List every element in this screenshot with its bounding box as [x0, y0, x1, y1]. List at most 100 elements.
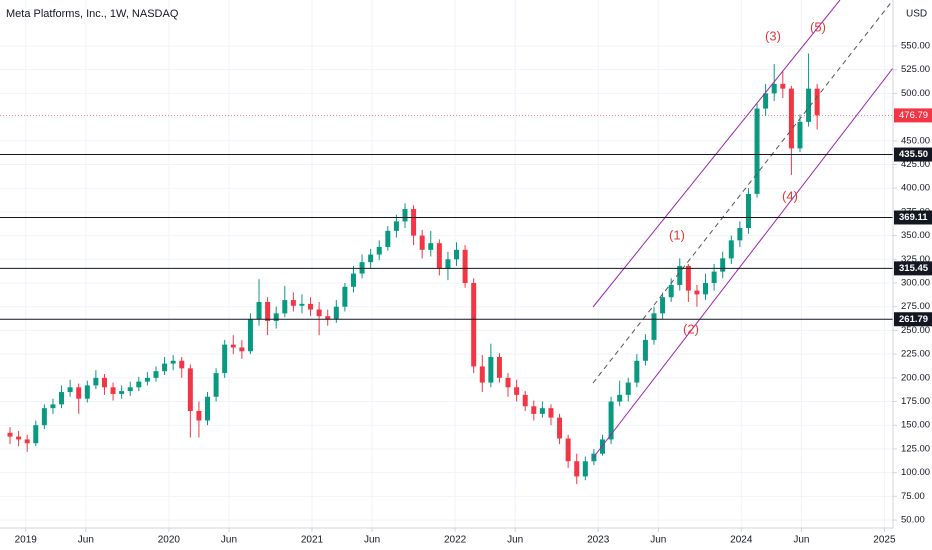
time-axis-bg	[0, 528, 893, 550]
x-tick-label: 2020	[158, 535, 181, 546]
candle-body	[101, 377, 107, 388]
candle-body	[454, 249, 460, 260]
candle-body	[797, 121, 803, 149]
candle-body	[196, 411, 202, 421]
candle-body	[505, 377, 511, 388]
candle-body	[24, 439, 30, 444]
y-tick-label: 150.00	[901, 420, 930, 431]
candle-body	[273, 313, 279, 321]
y-tick-label: 350.00	[901, 230, 930, 241]
y-tick-label: 50.00	[901, 515, 925, 526]
candles	[7, 53, 820, 485]
y-tick-label: 75.00	[901, 491, 925, 502]
candle-body	[651, 313, 657, 340]
candle-body	[368, 254, 374, 263]
x-tick-label: 2025	[873, 535, 896, 546]
candle-body	[539, 408, 545, 414]
candle-body	[333, 306, 339, 320]
candle-body	[144, 377, 150, 382]
annotation: (3)	[765, 28, 781, 43]
x-tick-label: Jun	[650, 535, 666, 546]
candle-body	[325, 316, 331, 320]
candle-body	[119, 391, 125, 394]
candle-body	[247, 319, 253, 352]
last-price-label: 476.79	[899, 110, 928, 121]
candle-body	[625, 382, 631, 395]
level-label: 315.45	[899, 263, 929, 274]
candle-body	[599, 439, 605, 454]
level-tag	[894, 312, 932, 327]
candle-body	[316, 309, 322, 317]
y-tick-label: 400.00	[901, 183, 930, 194]
candle-body	[436, 243, 442, 269]
candle-body	[642, 339, 648, 361]
x-tick-label: 2021	[301, 535, 324, 546]
candle-body	[445, 259, 451, 269]
y-tick-label: 300.00	[901, 278, 930, 289]
candle-body	[496, 356, 502, 378]
candle-body	[16, 436, 22, 440]
candle-body	[763, 93, 769, 109]
y-tick-label: 525.00	[901, 64, 930, 75]
x-tick-label: 2022	[444, 535, 467, 546]
candle-body	[205, 396, 211, 421]
y-tick-label: 275.00	[901, 301, 930, 312]
candle-body	[282, 300, 288, 314]
candle-body	[419, 235, 425, 250]
candle-body	[634, 360, 640, 383]
annotation: (1)	[669, 227, 685, 242]
candle-body	[187, 368, 193, 412]
candle-body	[565, 438, 571, 462]
candle-body	[488, 356, 494, 383]
x-tick-label: 2023	[587, 535, 610, 546]
x-tick-label: Jun	[364, 535, 380, 546]
candle-body	[239, 347, 245, 352]
candle-body	[728, 240, 734, 259]
y-tick-label: 550.00	[901, 40, 930, 51]
y-tick-label: 100.00	[901, 467, 930, 478]
x-tick-label: Jun	[221, 535, 237, 546]
candle-body	[806, 88, 812, 122]
y-tick-label: 450.00	[901, 135, 930, 146]
candle-body	[411, 209, 417, 236]
candle-body	[359, 262, 365, 274]
candle-body	[771, 83, 777, 94]
chart-title: Meta Platforms, Inc., 1W, NASDAQ	[6, 8, 179, 20]
candle-body	[737, 228, 743, 241]
candle-body	[84, 385, 90, 399]
candle-body	[471, 283, 477, 367]
candle-body	[393, 221, 399, 231]
candle-body	[720, 258, 726, 272]
candle-body	[50, 404, 56, 409]
y-tick-label: 175.00	[901, 396, 930, 407]
candle-body	[685, 265, 691, 291]
y-tick-label: 225.00	[901, 349, 930, 360]
annotation: (4)	[782, 188, 798, 203]
level-label: 435.50	[899, 149, 928, 160]
x-tick-label: 2019	[15, 535, 38, 546]
candle-body	[93, 377, 99, 386]
x-tick-label: Jun	[793, 535, 809, 546]
currency: USD	[906, 9, 927, 20]
candle-body	[342, 286, 348, 307]
x-tick-label: Jun	[507, 535, 523, 546]
y-tick-label: 325.00	[901, 254, 930, 265]
candle-body	[548, 408, 554, 418]
level-tag	[894, 147, 932, 162]
candle-body	[462, 249, 468, 284]
candle-body	[136, 381, 142, 388]
y-tick-label: 425.00	[901, 159, 930, 170]
candle-body	[788, 88, 794, 149]
candle-body	[402, 209, 408, 222]
candle-body	[668, 284, 674, 298]
candle-body	[582, 461, 588, 477]
candle-body	[522, 394, 528, 407]
annotation: (5)	[810, 19, 826, 34]
level-tag	[894, 261, 932, 276]
candle-body	[574, 461, 580, 477]
candle-body	[33, 425, 39, 444]
candle-body	[677, 265, 683, 285]
candle-body	[660, 297, 666, 314]
candle-body	[230, 344, 236, 348]
candle-body	[711, 271, 717, 284]
